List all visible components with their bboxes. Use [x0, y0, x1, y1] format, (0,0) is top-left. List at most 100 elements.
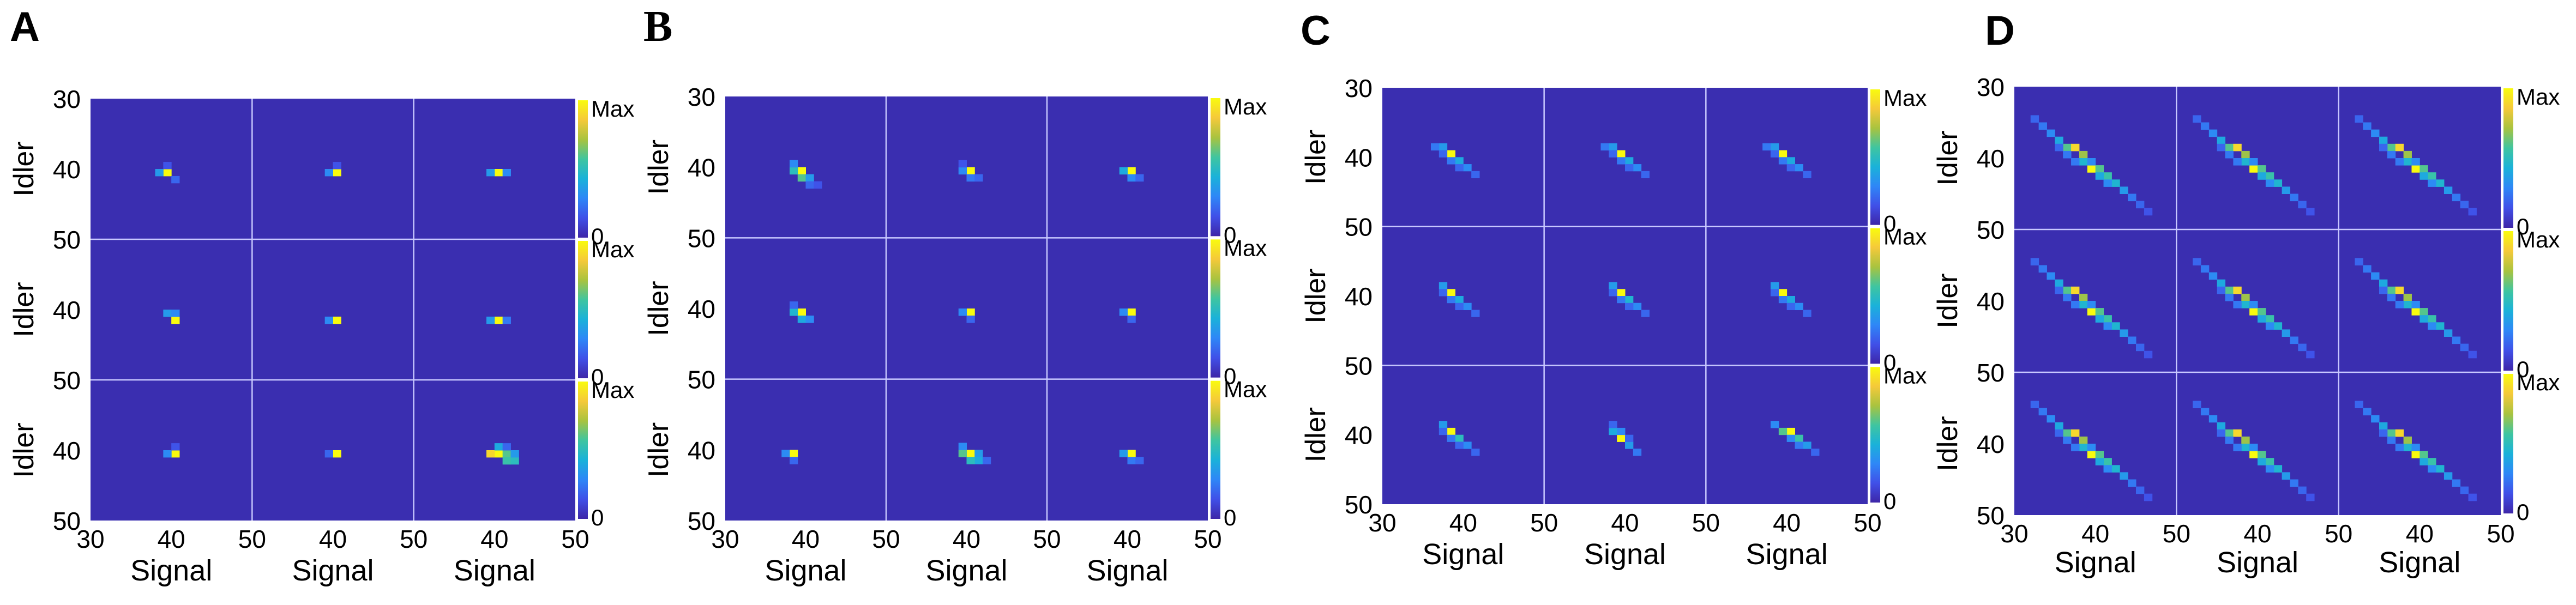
- heatmap-cell: [1617, 434, 1626, 442]
- heatmap-cell: [2128, 193, 2136, 202]
- y-tick-label: 50: [688, 366, 715, 394]
- heatmap-cell: [2436, 465, 2445, 473]
- heatmap-cell: [2144, 208, 2153, 216]
- heatmap-cell: [163, 450, 172, 458]
- heatmap-cell: [2225, 436, 2234, 444]
- colorbar-max-label: Max: [1883, 224, 1927, 250]
- heatmap-cell: [1609, 421, 1617, 428]
- colorbar-min-label: 0: [2517, 356, 2529, 382]
- x-tick-label: 40: [2081, 519, 2109, 548]
- heatmap-cell: [2241, 158, 2250, 166]
- colorbar-max-label: Max: [591, 237, 634, 262]
- heatmap-cell: [2208, 415, 2218, 423]
- heatmap-cell: [2233, 301, 2242, 308]
- heatmap-cell: [1778, 150, 1787, 158]
- heatmap-cell: [1119, 308, 1128, 316]
- heatmap-cell: [2419, 172, 2428, 180]
- heatmap-cell: [1786, 296, 1795, 304]
- heatmap-cell: [2436, 179, 2445, 187]
- heatmap-cell: [1439, 421, 1448, 428]
- heatmap-cell: [333, 169, 341, 177]
- heatmap-cell: [2055, 429, 2063, 437]
- heatmap-cell: [958, 308, 967, 316]
- heatmap-cell: [2103, 172, 2112, 180]
- heatmap-cell: [2111, 322, 2120, 330]
- heatmap-cell: [2217, 136, 2226, 144]
- colorbar-max-label: Max: [2517, 84, 2560, 110]
- heatmap-cell: [163, 169, 172, 177]
- heatmap-cell: [790, 301, 798, 309]
- y-tick-label: 40: [688, 154, 715, 182]
- heatmap-cell: [1447, 289, 1455, 297]
- heatmap-cell: [1625, 296, 1634, 304]
- panel-d: DMax0Max0Max0304050Idler4050Idler4050Idl…: [1932, 8, 2560, 579]
- heatmap-cell: [1463, 164, 1472, 172]
- heatmap-cell: [2258, 315, 2266, 323]
- heatmap-cell: [2087, 165, 2096, 173]
- colorbar-max-label: Max: [591, 96, 634, 122]
- y-tick-label: 50: [1977, 216, 2005, 244]
- colorbar-min-label: 0: [1883, 211, 1896, 237]
- heatmap-cell: [958, 443, 967, 450]
- heatmap-cell: [2193, 258, 2201, 265]
- y-tick-label: 40: [1977, 144, 2005, 173]
- heatmap-cell: [2363, 122, 2372, 130]
- heatmap-cell: [2436, 322, 2445, 330]
- y-tick-label: 40: [1977, 287, 2005, 316]
- heatmap-cell: [2079, 158, 2088, 166]
- y-tick-label: 40: [688, 436, 715, 464]
- heatmap-cell: [2095, 172, 2104, 180]
- heatmap-cell: [2395, 286, 2404, 294]
- heatmap-cell: [2103, 315, 2112, 323]
- heatmap-cell: [2258, 165, 2266, 173]
- heatmap-cell: [2241, 444, 2250, 451]
- colorbar-min-label: 0: [1883, 488, 1896, 514]
- heatmap-cell: [2193, 115, 2201, 123]
- heatmap-cell: [1127, 450, 1136, 457]
- heatmap-cell: [324, 169, 333, 177]
- heatmap-cell: [2379, 136, 2388, 144]
- heatmap-cell: [1795, 441, 1803, 449]
- heatmap-cell: [983, 457, 991, 464]
- heatmap-cell: [1786, 302, 1795, 310]
- heatmap-cell: [1762, 143, 1771, 151]
- y-axis-label: Idler: [643, 140, 675, 195]
- heatmap-cell: [324, 450, 333, 458]
- panel-a: AMax0Max0Max0304050Idler4050Idler4050Idl…: [8, 4, 634, 587]
- y-tick-label: 50: [688, 224, 715, 252]
- colorbar: [2503, 88, 2513, 228]
- heatmap-cell: [2387, 150, 2396, 159]
- colorbar-min-label: 0: [591, 223, 604, 249]
- heatmap-cell: [2419, 458, 2428, 465]
- heatmap-cell: [2063, 150, 2072, 159]
- heatmap-cell: [494, 443, 503, 451]
- heatmap-cell: [1127, 315, 1136, 323]
- x-tick-label: 50: [1033, 525, 1061, 553]
- colorbar-min-label: 0: [2517, 214, 2529, 239]
- heatmap-cell: [2217, 286, 2226, 294]
- heatmap-cell: [2249, 301, 2258, 308]
- heatmap-cell: [1795, 434, 1803, 442]
- heatmap-cell: [1439, 289, 1448, 297]
- heatmap-cell: [1609, 143, 1617, 151]
- heatmap-cell: [1119, 450, 1128, 457]
- colorbar-max-label: Max: [1883, 362, 1927, 388]
- heatmap-cell: [1431, 143, 1440, 151]
- x-tick-label: 50: [1194, 525, 1221, 553]
- heatmap-cell: [2395, 143, 2404, 152]
- heatmap-cell: [2403, 444, 2412, 451]
- heatmap-cell: [2241, 293, 2250, 301]
- heatmap-cell: [1778, 427, 1787, 435]
- heatmap-cell: [2233, 158, 2242, 166]
- colorbar: [578, 241, 588, 378]
- heatmap-cell: [2452, 336, 2461, 344]
- heatmap-cell: [2063, 436, 2072, 444]
- heatmap-cell: [966, 450, 975, 457]
- heatmap-cell: [797, 174, 806, 182]
- heatmap-cell: [1803, 441, 1811, 449]
- heatmap-cell: [958, 167, 967, 175]
- heatmap-cell: [1600, 143, 1609, 151]
- x-tick-label: 50: [1692, 509, 1720, 537]
- heatmap-cell: [2443, 472, 2453, 480]
- heatmap-cell: [1771, 282, 1779, 289]
